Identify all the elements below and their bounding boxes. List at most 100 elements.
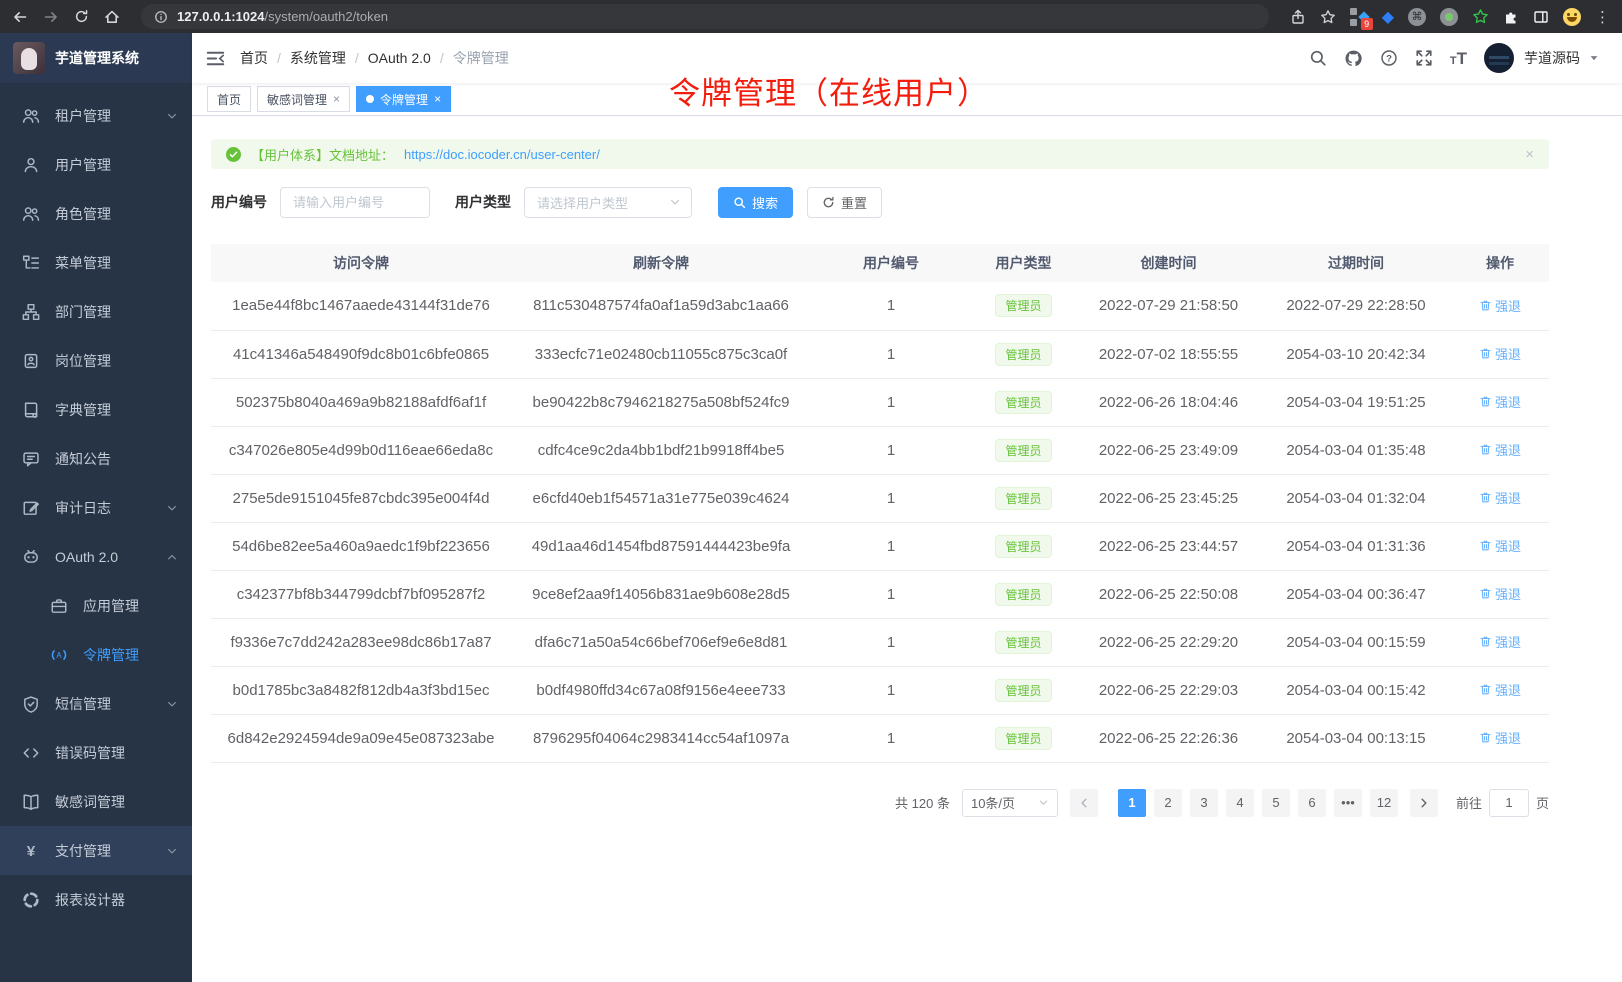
force-logout-button[interactable]: 强退 bbox=[1479, 344, 1521, 363]
extension-badge: 9 bbox=[1360, 17, 1373, 30]
search-button[interactable]: 搜索 bbox=[718, 186, 794, 218]
force-logout-label: 强退 bbox=[1494, 731, 1521, 746]
sidebar-item-notice[interactable]: 通知公告 bbox=[0, 434, 192, 483]
page-button-6[interactable]: 6 bbox=[1297, 788, 1326, 817]
user-name[interactable]: 芋道源码 bbox=[1524, 50, 1580, 66]
tab-page[interactable]: 令牌管理 × bbox=[356, 86, 452, 112]
breadcrumb-item[interactable]: OAuth 2.0 bbox=[367, 50, 431, 66]
page-button-12[interactable]: 12 bbox=[1369, 788, 1398, 817]
sidebar-item-role[interactable]: 角色管理 bbox=[0, 189, 192, 238]
address-bar[interactable]: 127.0.0.1:1024/system/oauth2/token bbox=[141, 4, 1269, 29]
notice-icon bbox=[21, 449, 40, 468]
recorder-extension-icon[interactable] bbox=[1440, 7, 1458, 26]
sidebar-item-pay[interactable]: ¥ 支付管理 bbox=[0, 826, 192, 875]
force-logout-label: 强退 bbox=[1494, 298, 1521, 314]
user-id-cell: 1 bbox=[811, 330, 971, 379]
sidebar-item-token[interactable]: A 令牌管理 bbox=[0, 630, 192, 679]
more-pages-button[interactable]: ••• bbox=[1333, 788, 1362, 817]
access-token-cell: f9336e7c7dd242a283ee98dc86b17a87 bbox=[211, 618, 511, 667]
browser-forward-icon[interactable] bbox=[43, 9, 59, 25]
alert-close-icon[interactable]: × bbox=[1525, 145, 1534, 163]
tab-close-icon[interactable]: × bbox=[333, 92, 341, 106]
sidebar-item-report[interactable]: 报表设计器 bbox=[0, 875, 192, 924]
force-logout-button[interactable]: 强退 bbox=[1479, 536, 1521, 555]
chevron-down-icon[interactable] bbox=[1588, 52, 1600, 64]
sidebar-item-errcode[interactable]: 错误码管理 bbox=[0, 728, 192, 777]
app-logo[interactable]: 芋道管理系统 bbox=[0, 33, 192, 83]
hamburger-icon[interactable] bbox=[206, 49, 225, 68]
prev-page-button[interactable] bbox=[1069, 788, 1098, 817]
workflow-extension-icon[interactable]: 9 bbox=[1349, 7, 1373, 30]
site-info-icon[interactable] bbox=[154, 10, 168, 24]
sidebar-item-sms[interactable]: 短信管理 bbox=[0, 679, 192, 728]
created-time-cell: 2022-06-25 23:44:57 bbox=[1076, 522, 1261, 571]
force-logout-button[interactable]: 强退 bbox=[1479, 632, 1521, 651]
force-logout-button[interactable]: 强退 bbox=[1479, 728, 1521, 747]
user-type-badge: 管理员 bbox=[995, 486, 1052, 510]
page-button-4[interactable]: 4 bbox=[1225, 788, 1254, 817]
logo-avatar bbox=[13, 42, 45, 74]
browser-back-icon[interactable] bbox=[12, 9, 28, 25]
emoji-extension-icon[interactable] bbox=[1563, 7, 1581, 26]
expire-time-cell: 2054-03-10 20:42:34 bbox=[1261, 330, 1451, 379]
pinwheel-extension-icon[interactable] bbox=[1472, 8, 1489, 25]
puzzle-extension-icon[interactable] bbox=[1503, 9, 1519, 25]
sidebar-item-oauth[interactable]: OAuth 2.0 bbox=[0, 532, 192, 581]
browser-menu-icon[interactable]: ⋮ bbox=[1595, 8, 1610, 26]
page-size-value: 10条/页 bbox=[970, 796, 1016, 811]
force-logout-button[interactable]: 强退 bbox=[1479, 680, 1521, 699]
search-icon[interactable] bbox=[1309, 49, 1327, 67]
breadcrumb-item[interactable]: 系统管理 bbox=[289, 50, 346, 66]
refresh-token-cell: 8796295f04064c2983414cc54af1097a bbox=[511, 714, 811, 763]
avatar[interactable] bbox=[1484, 43, 1514, 73]
sidebar-item-tenant[interactable]: 租户管理 bbox=[0, 91, 192, 140]
tab-close-icon[interactable]: × bbox=[434, 92, 442, 106]
created-time-cell: 2022-06-26 18:04:46 bbox=[1076, 378, 1261, 427]
sidebar-item-sensitive[interactable]: 敏感词管理 bbox=[0, 777, 192, 826]
user-id-input[interactable] bbox=[280, 186, 430, 218]
user-type-select[interactable]: 请选择用户类型 bbox=[524, 186, 692, 218]
force-logout-button[interactable]: 强退 bbox=[1479, 392, 1521, 411]
github-icon[interactable] bbox=[1344, 49, 1363, 68]
next-page-button[interactable] bbox=[1409, 788, 1438, 817]
sidebar-item-appmgr[interactable]: 应用管理 bbox=[0, 581, 192, 630]
force-logout-button[interactable]: 强退 bbox=[1479, 440, 1521, 459]
page-size-select[interactable]: 10条/页 bbox=[961, 788, 1058, 817]
gem-extension-icon[interactable]: ◆ bbox=[1381, 8, 1394, 26]
help-icon[interactable]: ? bbox=[1380, 49, 1398, 67]
fullscreen-icon[interactable] bbox=[1415, 49, 1433, 67]
user-id-cell: 1 bbox=[811, 714, 971, 763]
page-button-5[interactable]: 5 bbox=[1261, 788, 1290, 817]
sidebar-item-user[interactable]: 用户管理 bbox=[0, 140, 192, 189]
page-button-1[interactable]: 1 bbox=[1117, 788, 1146, 817]
sidebar-item-label: 敏感词管理 bbox=[55, 793, 125, 810]
goto-page-input[interactable] bbox=[1488, 788, 1529, 817]
sidebar-item-post[interactable]: 岗位管理 bbox=[0, 336, 192, 385]
action-cell: 强退 bbox=[1451, 714, 1549, 763]
force-logout-button[interactable]: 强退 bbox=[1479, 296, 1521, 315]
table-row: 41c41346a548490f9dc8b01c6bfe0865 333ecfc7… bbox=[211, 330, 1549, 379]
tab-home[interactable]: 首页 bbox=[207, 86, 252, 112]
page-button-3[interactable]: 3 bbox=[1189, 788, 1218, 817]
page-button-2[interactable]: 2 bbox=[1153, 788, 1182, 817]
command-extension-icon[interactable]: ⌘ bbox=[1408, 7, 1426, 26]
tab-page[interactable]: 敏感词管理 × bbox=[257, 86, 351, 112]
force-logout-button[interactable]: 强退 bbox=[1479, 488, 1521, 507]
sidebar-item-org[interactable]: 部门管理 bbox=[0, 287, 192, 336]
browser-home-icon[interactable] bbox=[104, 9, 120, 25]
alert-text: 【用户体系】文档地址： bbox=[251, 147, 395, 163]
sidebar-panel-icon[interactable] bbox=[1533, 9, 1549, 25]
browser-reload-icon[interactable] bbox=[74, 9, 89, 24]
sidebar-item-menutree[interactable]: 菜单管理 bbox=[0, 238, 192, 287]
sidebar-item-audit[interactable]: 审计日志 bbox=[0, 483, 192, 532]
reset-button[interactable]: 重置 bbox=[807, 186, 883, 218]
svg-text:¥: ¥ bbox=[26, 843, 35, 860]
share-icon[interactable] bbox=[1290, 9, 1306, 25]
force-logout-button[interactable]: 强退 bbox=[1479, 584, 1521, 603]
alert-doc-link[interactable]: https://doc.iocoder.cn/user-center/ bbox=[404, 146, 600, 162]
user-type-cell: 管理员 bbox=[971, 714, 1076, 763]
sidebar-item-dict[interactable]: 字典管理 bbox=[0, 385, 192, 434]
bookmark-star-icon[interactable] bbox=[1320, 9, 1336, 25]
breadcrumb-item[interactable]: 首页 bbox=[240, 50, 268, 66]
